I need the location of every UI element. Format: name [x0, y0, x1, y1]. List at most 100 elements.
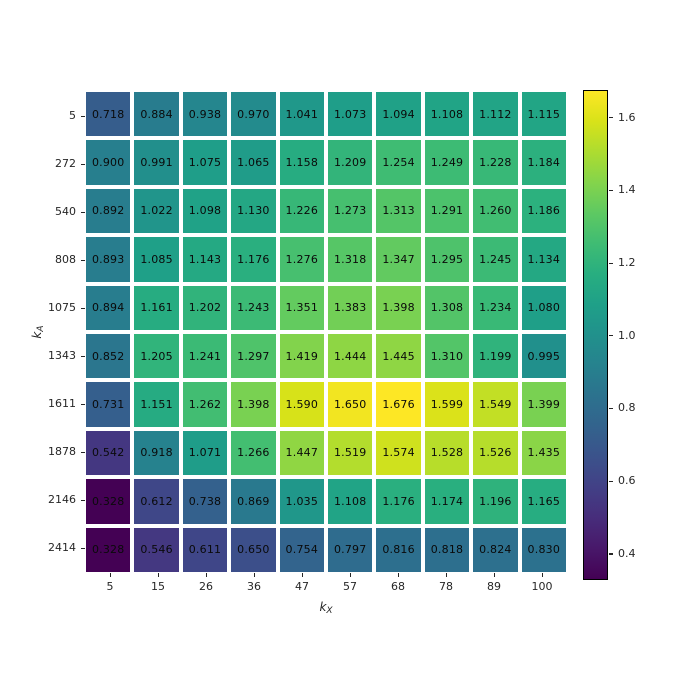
y-tick-mark [81, 307, 85, 309]
y-tick-label: 1611 [48, 397, 76, 410]
heatmap-cell: 0.542 [86, 430, 131, 476]
heatmap-cell: 1.098 [182, 188, 228, 234]
cell-value: 1.447 [285, 446, 319, 460]
x-tick-label: 47 [295, 580, 309, 593]
cell-value: 1.273 [333, 204, 367, 218]
heatmap-cell: 0.731 [86, 382, 131, 427]
cell-value: 1.199 [479, 349, 512, 363]
colorbar-tick-mark [609, 117, 613, 119]
y-axis-label-subscript: A [36, 325, 46, 332]
heatmap-cell: 1.196 [473, 479, 518, 524]
cell-value: 1.398 [237, 398, 270, 412]
cell-value: 1.085 [140, 252, 173, 266]
heatmap-cell: 1.599 [424, 382, 470, 427]
cell-value: 1.574 [382, 446, 415, 460]
colorbar-tick-label: 1.4 [618, 183, 636, 197]
cell-value: 0.816 [382, 543, 415, 557]
heatmap: 0.718 0.884 0.938 0.970 1.041 1.073 1.094 1.108… [86, 92, 566, 572]
cell-value: 1.399 [527, 398, 561, 412]
cell-value: 1.134 [527, 252, 561, 266]
heatmap-cell: 1.161 [134, 285, 179, 330]
cell-value: 0.731 [91, 398, 125, 412]
x-tick-mark [349, 573, 351, 577]
heatmap-cell: 1.260 [473, 188, 518, 234]
x-tick-mark [445, 573, 447, 577]
cell-value: 1.313 [382, 204, 415, 218]
cell-value: 1.098 [188, 204, 222, 218]
y-tick-mark [81, 355, 85, 357]
cell-value: 1.254 [382, 156, 415, 170]
heatmap-cell: 0.991 [134, 140, 179, 185]
cell-value: 1.035 [285, 494, 319, 508]
heatmap-cell: 0.650 [231, 527, 276, 572]
cell-value: 0.852 [91, 349, 125, 363]
cell-value: 1.094 [382, 107, 415, 121]
heatmap-cell: 1.073 [328, 92, 373, 137]
cell-value: 0.970 [237, 107, 270, 121]
heatmap-cell: 0.718 [86, 92, 131, 137]
heatmap-cell: 1.445 [376, 334, 421, 379]
cell-value: 1.444 [333, 349, 367, 363]
x-tick-mark [397, 573, 399, 577]
x-tick-label: 26 [199, 580, 213, 593]
cell-value: 1.158 [285, 156, 319, 170]
heatmap-cell: 1.351 [279, 285, 324, 330]
heatmap-cell: 0.938 [182, 92, 228, 137]
y-tick-label: 1343 [48, 349, 76, 362]
heatmap-cell: 0.892 [86, 188, 131, 234]
cell-value: 1.549 [479, 398, 512, 412]
heatmap-cell: 0.894 [86, 285, 131, 330]
colorbar-tick-mark [609, 335, 613, 337]
colorbar-tick-mark [609, 262, 613, 264]
y-tick-mark [81, 403, 85, 405]
heatmap-cell: 1.308 [424, 285, 470, 330]
cell-value: 1.262 [188, 398, 222, 412]
cell-value: 1.080 [527, 301, 561, 315]
heatmap-cell: 0.995 [521, 334, 566, 379]
x-tick-label: 100 [531, 580, 553, 593]
cell-value: 1.310 [430, 349, 464, 363]
heatmap-cell: 1.234 [473, 285, 518, 330]
cell-value: 1.161 [140, 301, 173, 315]
heatmap-cell: 1.398 [376, 285, 421, 330]
heatmap-cell: 0.830 [521, 527, 566, 572]
cell-value: 1.445 [382, 349, 415, 363]
cell-value: 0.650 [237, 543, 270, 557]
y-axis-label-base: k [30, 331, 44, 339]
heatmap-cell: 1.130 [231, 188, 276, 234]
colorbar-tick-label: 0.8 [618, 401, 636, 415]
cell-value: 0.797 [333, 543, 367, 557]
cell-value: 1.209 [333, 156, 367, 170]
cell-value: 0.818 [430, 543, 464, 557]
heatmap-cell: 1.174 [424, 479, 470, 524]
x-tick-mark [253, 573, 255, 577]
cell-value: 1.676 [382, 398, 415, 412]
x-tick-mark [205, 573, 207, 577]
cell-value: 0.718 [91, 107, 125, 121]
heatmap-cell: 0.797 [328, 527, 373, 572]
heatmap-cell: 0.328 [86, 479, 131, 524]
heatmap-cell: 1.205 [134, 334, 179, 379]
cell-value: 0.611 [188, 543, 222, 557]
y-tick-label: 272 [55, 157, 76, 170]
cell-value: 1.165 [527, 494, 561, 508]
heatmap-cell: 1.435 [521, 430, 566, 476]
x-tick-label: 68 [391, 580, 405, 593]
heatmap-cell: 1.590 [279, 382, 324, 427]
heatmap-cell: 1.094 [376, 92, 421, 137]
cell-value: 1.176 [382, 494, 415, 508]
cell-value: 1.398 [382, 301, 415, 315]
y-tick-mark [81, 211, 85, 213]
heatmap-cell: 0.900 [86, 140, 131, 185]
cell-value: 1.295 [430, 252, 464, 266]
cell-value: 0.991 [140, 156, 173, 170]
heatmap-cell: 1.115 [521, 92, 566, 137]
cell-value: 1.243 [237, 301, 270, 315]
heatmap-cell: 0.824 [473, 527, 518, 572]
heatmap-cell: 1.035 [279, 479, 324, 524]
heatmap-cell: 0.546 [134, 527, 179, 572]
heatmap-cell: 1.022 [134, 188, 179, 234]
y-tick-label: 5 [69, 109, 76, 122]
x-tick-label: 57 [343, 580, 357, 593]
x-axis-label: kX [319, 600, 332, 616]
